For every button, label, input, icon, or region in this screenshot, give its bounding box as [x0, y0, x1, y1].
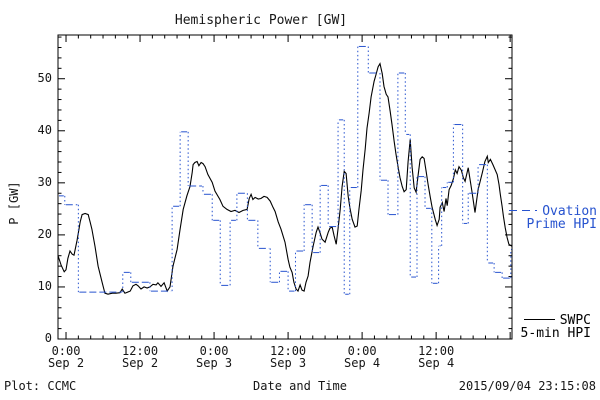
legend-ovation-label1: Ovation: [542, 204, 597, 219]
legend-ovation: Ovation Prime HPI: [501, 204, 597, 232]
legend-swpc-line1: SWPC: [495, 313, 591, 328]
chart-title: Hemispheric Power [GW]: [174, 13, 348, 28]
legend-swpc: SWPC 5-min HPI: [495, 313, 591, 341]
x-tick-label: 0:00 Sep 3: [196, 344, 233, 370]
swpc-solid-line-sample: [523, 318, 555, 320]
y-tick-label: 10: [37, 278, 52, 293]
legend-swpc-label2: 5-min HPI: [520, 326, 591, 341]
legend-ovation-line1: Ovation: [501, 204, 597, 219]
y-tick-label: 30: [37, 174, 52, 189]
y-tick-label: 50: [37, 70, 52, 85]
legend-swpc-label1: SWPC: [559, 313, 591, 328]
plot-credit: Plot: CCMC: [4, 379, 77, 393]
legend-ovation-label2: Prime HPI: [526, 217, 597, 232]
x-tick-label: 12:00 Sep 4: [418, 344, 455, 370]
x-tick-label: 0:00 Sep 4: [344, 344, 381, 370]
x-axis-title: Date and Time: [253, 379, 347, 393]
x-tick-label: 12:00 Sep 3: [270, 344, 307, 370]
y-tick-label: 0: [44, 331, 52, 345]
y-tick-label: 40: [37, 122, 52, 137]
y-tick-label: 20: [37, 226, 52, 241]
plot-timestamp: 2015/09/04 23:15:08: [458, 379, 596, 393]
ovation-dashed-line-sample: [509, 209, 538, 211]
x-tick-label: 0:00 Sep 2: [47, 344, 85, 370]
x-tick-label: 12:00 Sep 2: [121, 344, 159, 370]
